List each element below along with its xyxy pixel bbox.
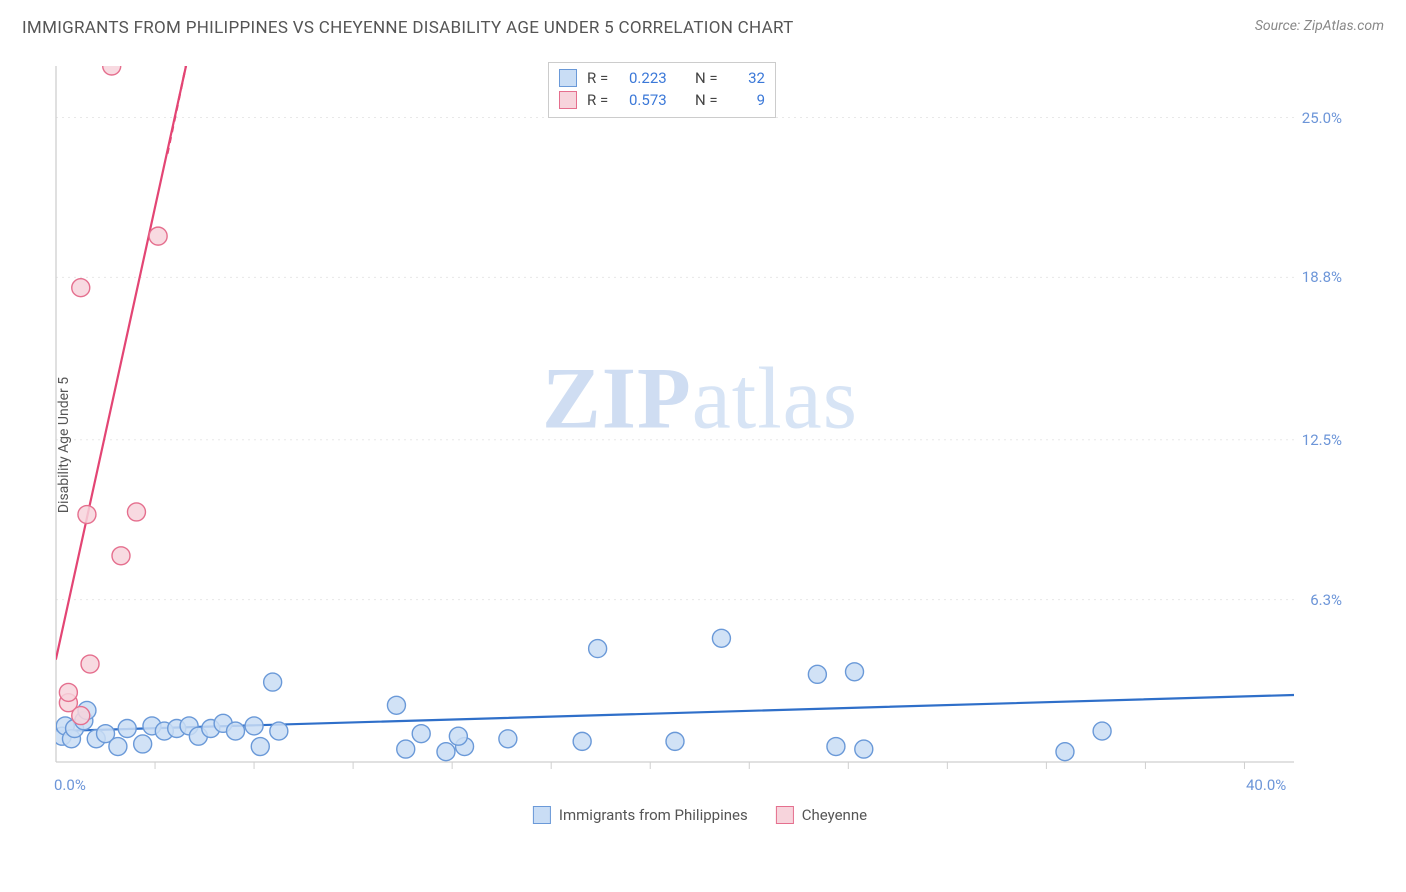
source-attribution: Source: ZipAtlas.com <box>1255 18 1384 34</box>
legend-item: Cheyenne <box>776 806 867 824</box>
legend-n-value: 32 <box>737 67 765 89</box>
x-tick-label: 40.0% <box>1246 776 1286 794</box>
scatter-plot <box>50 60 1350 830</box>
legend-label: Cheyenne <box>802 806 867 824</box>
legend-n-label: N = <box>695 67 727 89</box>
y-tick-label: 25.0% <box>1302 109 1342 127</box>
legend-item: Immigrants from Philippines <box>533 806 748 824</box>
legend-swatch <box>559 91 577 109</box>
legend-r-label: R = <box>587 89 619 111</box>
legend-row: R = 0.573 N = 9 <box>559 89 765 111</box>
y-tick-label: 6.3% <box>1310 591 1342 609</box>
x-tick-label: 0.0% <box>54 776 86 794</box>
legend-r-value: 0.573 <box>629 89 685 111</box>
chart-area: Disability Age Under 5 ZIPatlas R =0.223… <box>50 60 1350 830</box>
legend-swatch <box>559 69 577 87</box>
series-legend: Immigrants from Philippines Cheyenne <box>533 806 867 824</box>
legend-r-label: R = <box>587 67 619 89</box>
legend-label: Immigrants from Philippines <box>559 806 748 824</box>
chart-title: IMMIGRANTS FROM PHILIPPINES VS CHEYENNE … <box>22 18 794 38</box>
y-tick-label: 18.8% <box>1302 268 1342 286</box>
legend-n-label: N = <box>695 89 727 111</box>
y-tick-label: 12.5% <box>1302 431 1342 449</box>
legend-swatch <box>533 806 551 824</box>
legend-n-value: 9 <box>737 89 765 111</box>
legend-r-value: 0.223 <box>629 67 685 89</box>
legend-row: R = 0.223 N = 32 <box>559 67 765 89</box>
legend-swatch <box>776 806 794 824</box>
correlation-legend: R = 0.223 N = 32 R = 0.573 N = 9 <box>548 62 776 118</box>
